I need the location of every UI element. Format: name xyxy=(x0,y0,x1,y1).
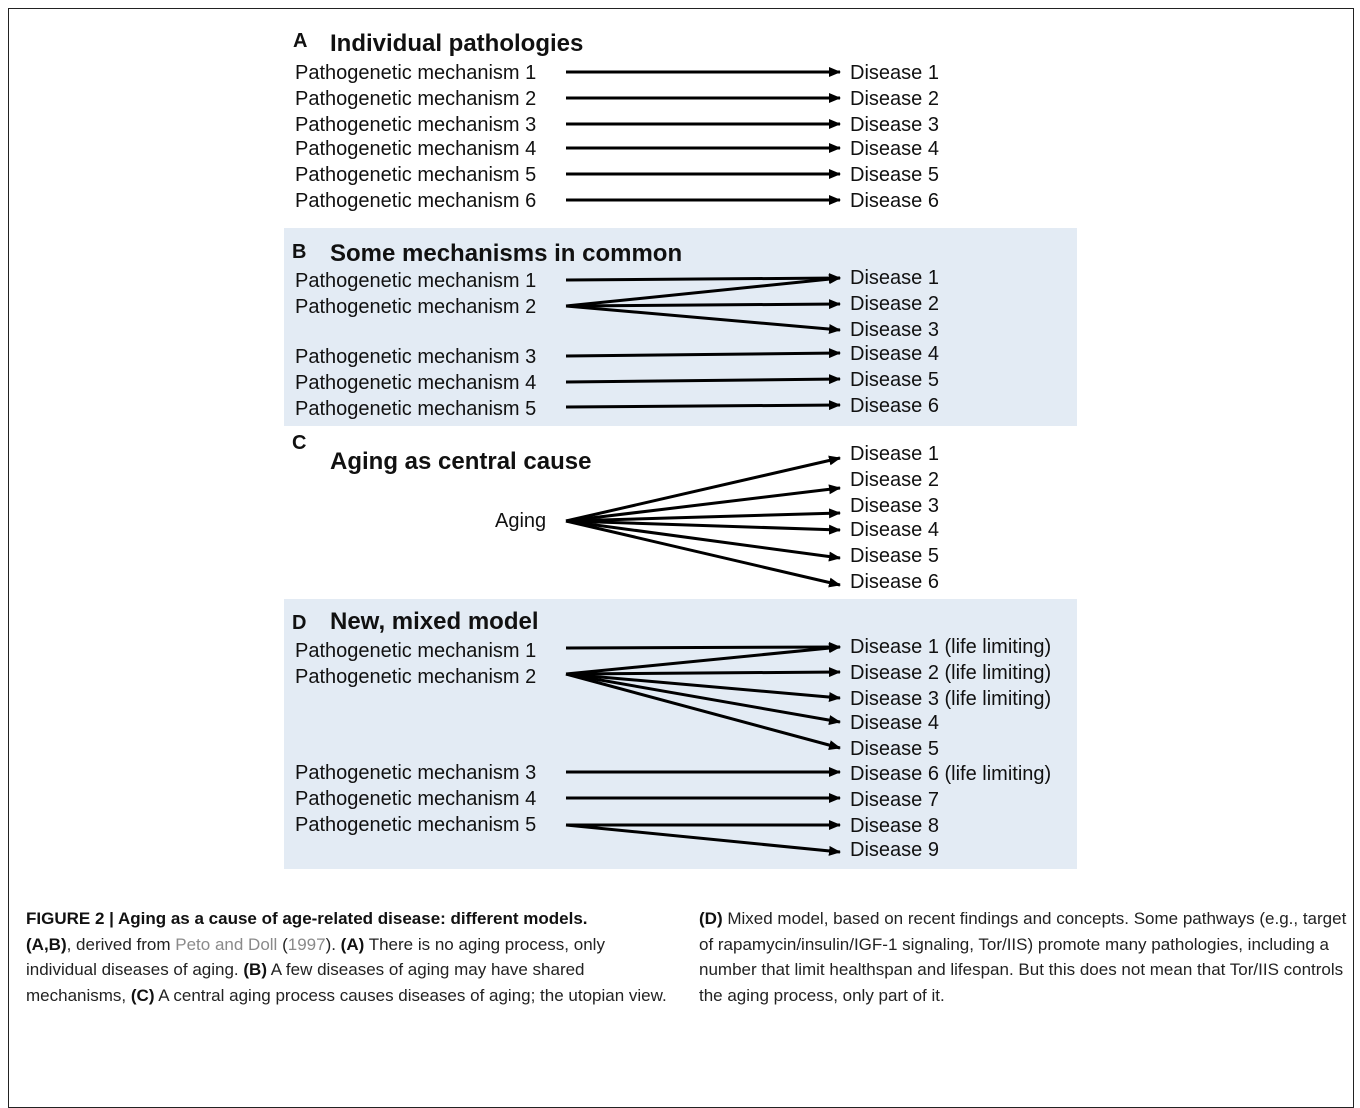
panel-c-aging: Aging xyxy=(495,510,547,532)
panel-c-disease-3: Disease 3 xyxy=(850,495,939,517)
panel-c-disease-1: Disease 1 xyxy=(850,443,939,465)
panel-d-disease-9: Disease 9 xyxy=(850,839,939,861)
panel-c-title: Aging as central cause xyxy=(330,448,592,475)
panel-b-letter: B xyxy=(292,241,307,263)
panel-d-disease-4: Disease 4 xyxy=(850,712,939,734)
panel-d-disease-3: Disease 3 (life limiting) xyxy=(850,688,1052,710)
panel-d-arrow-3 xyxy=(565,667,841,678)
panel-c-arrow-4 xyxy=(565,519,841,535)
caption-ref-close: ). xyxy=(325,934,341,954)
panel-c-disease-4: Disease 4 xyxy=(850,519,939,541)
panel-b-disease-3: Disease 3 xyxy=(850,319,939,341)
panel-b-title: Some mechanisms in common xyxy=(330,240,683,267)
panel-b-mechanism-4: Pathogenetic mechanism 4 xyxy=(295,372,537,394)
panel-d-mechanism-1: Pathogenetic mechanism 1 xyxy=(295,640,537,662)
panel-d-arrow-10 xyxy=(565,823,841,856)
panel-c-arrow-3 xyxy=(565,508,841,523)
panel-b-mechanism-3: Pathogenetic mechanism 3 xyxy=(295,346,537,368)
panel-b-disease-5: Disease 5 xyxy=(850,369,939,391)
arrows-layer xyxy=(565,67,841,856)
panel-a-mechanism-3: Pathogenetic mechanism 3 xyxy=(295,114,537,136)
panel-d-mechanism-4: Pathogenetic mechanism 4 xyxy=(295,788,537,810)
caption-a-text: There is no aging process, only individu… xyxy=(26,934,605,980)
panel-b-arrow-7 xyxy=(565,400,841,411)
panel-b-arrow-1 xyxy=(565,273,841,284)
caption-ref-authors[interactable]: Peto and Doll xyxy=(175,934,278,954)
panel-a-disease-2: Disease 2 xyxy=(850,88,939,110)
panel-a-mechanism-4: Pathogenetic mechanism 4 xyxy=(295,138,537,160)
panel-a-mechanism-1: Pathogenetic mechanism 1 xyxy=(295,62,537,84)
panel-d-mechanism-2: Pathogenetic mechanism 2 xyxy=(295,666,537,688)
panel-a-mechanism-5: Pathogenetic mechanism 5 xyxy=(295,164,537,186)
panel-a-disease-1: Disease 1 xyxy=(850,62,939,84)
panel-b-disease-6: Disease 6 xyxy=(850,395,939,417)
caption-d-label: (D) xyxy=(699,909,723,928)
panel-a-title: Individual pathologies xyxy=(330,30,584,57)
panel-c-disease-2: Disease 2 xyxy=(850,469,939,491)
panel-b-disease-1: Disease 1 xyxy=(850,267,939,289)
caption-ab-label: (A,B) xyxy=(26,934,67,954)
arrow-group xyxy=(565,67,841,856)
panel-a-mechanism-2: Pathogenetic mechanism 2 xyxy=(295,88,537,110)
caption-b-label: (B) xyxy=(243,960,267,979)
panel-c-disease-6: Disease 6 xyxy=(850,571,939,593)
panel-a-disease-5: Disease 5 xyxy=(850,164,939,186)
panel-d-disease-6: Disease 6 (life limiting) xyxy=(850,763,1052,785)
panel-d-arrow-6 xyxy=(565,672,841,750)
panel-d-mechanism-5: Pathogenetic mechanism 5 xyxy=(295,814,537,836)
panel-d-disease-5: Disease 5 xyxy=(850,738,939,760)
panel-d-mechanism-3: Pathogenetic mechanism 3 xyxy=(295,762,537,784)
caption-c-label: (C) xyxy=(130,985,155,1005)
panel-b-mechanism-1: Pathogenetic mechanism 1 xyxy=(295,270,537,292)
panel-d-arrow-2 xyxy=(565,643,841,676)
panel-c-arrow-6 xyxy=(565,519,841,588)
panel-b-arrow-3 xyxy=(565,299,841,310)
panel-d-letter: D xyxy=(292,612,307,634)
panel-b-background xyxy=(284,228,1077,426)
caption-ref-open: ( xyxy=(277,934,288,954)
caption-b-text: A few diseases of aging may have shared … xyxy=(26,960,585,1005)
panel-c-arrow-5 xyxy=(565,519,841,562)
panel-a-disease-6: Disease 6 xyxy=(850,190,939,212)
panel-b-mechanism-5: Pathogenetic mechanism 5 xyxy=(295,398,537,420)
panel-b-arrow-5 xyxy=(565,348,841,359)
panel-a-disease-4: Disease 4 xyxy=(850,138,939,160)
panel-d-disease-2: Disease 2 (life limiting) xyxy=(850,662,1052,684)
caption-d-text: Mixed model, based on recent findings an… xyxy=(699,909,1347,1005)
panel-d-arrow-5 xyxy=(565,672,841,726)
panel-c-disease-5: Disease 5 xyxy=(850,545,939,567)
panel-b-arrow-6 xyxy=(565,374,841,385)
panel-d-title: New, mixed model xyxy=(330,608,539,635)
panel-b-arrow-2 xyxy=(565,274,841,308)
panel-c-arrow-2 xyxy=(565,484,841,523)
panel-a-disease-3: Disease 3 xyxy=(850,114,939,136)
caption-text-1: , derived from xyxy=(66,934,176,954)
caption-a-label: (A) xyxy=(340,934,365,954)
panel-b-disease-4: Disease 4 xyxy=(850,343,939,365)
caption-right-column: (D) Mixed model, based on recent finding… xyxy=(699,906,1349,1008)
panel-d-disease-7: Disease 7 xyxy=(850,789,939,811)
panel-d-arrow-4 xyxy=(565,672,841,703)
caption-left-column: FIGURE 2 | Aging as a cause of age-relat… xyxy=(26,906,676,1008)
caption-figure-label: FIGURE 2 | Aging as a cause of age-relat… xyxy=(26,909,588,928)
panel-b-mechanism-2: Pathogenetic mechanism 2 xyxy=(295,296,537,318)
panel-a-letter: A xyxy=(293,30,308,52)
panel-d-disease-8: Disease 8 xyxy=(850,815,939,837)
caption-ref-year[interactable]: 1997 xyxy=(287,934,326,954)
panel-a-mechanism-6: Pathogenetic mechanism 6 xyxy=(295,190,537,212)
panel-b-arrow-4 xyxy=(565,304,841,335)
panel-d-disease-1: Disease 1 (life limiting) xyxy=(850,636,1052,658)
panel-c-arrow-1 xyxy=(565,455,841,523)
caption-c-text: A central aging process causes diseases … xyxy=(154,985,667,1005)
panel-d-arrow-1 xyxy=(565,642,841,653)
panel-c-letter: C xyxy=(292,432,307,454)
panel-b-disease-2: Disease 2 xyxy=(850,293,939,315)
